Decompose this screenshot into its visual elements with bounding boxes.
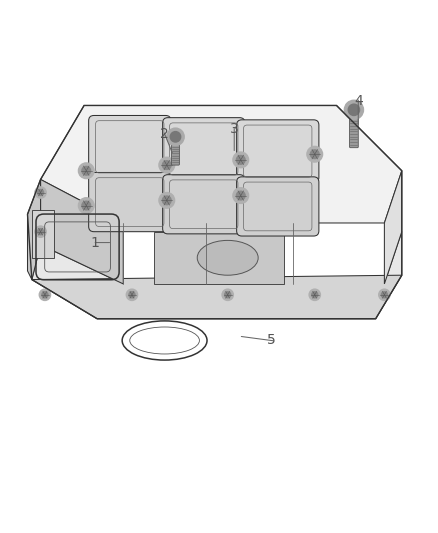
Circle shape (159, 192, 175, 208)
Circle shape (78, 163, 94, 179)
Circle shape (225, 292, 231, 298)
Circle shape (78, 198, 94, 213)
Text: 5: 5 (267, 334, 276, 348)
Polygon shape (32, 232, 402, 319)
Circle shape (237, 156, 245, 164)
Circle shape (233, 188, 249, 204)
Polygon shape (41, 106, 402, 223)
Circle shape (309, 289, 321, 301)
FancyBboxPatch shape (237, 120, 319, 182)
FancyBboxPatch shape (172, 144, 180, 165)
Text: 1: 1 (91, 236, 99, 249)
Polygon shape (32, 210, 53, 258)
Circle shape (38, 189, 44, 196)
Circle shape (379, 289, 390, 301)
Text: 4: 4 (354, 94, 363, 108)
FancyBboxPatch shape (88, 116, 171, 178)
Circle shape (82, 201, 91, 210)
Circle shape (82, 166, 91, 175)
Polygon shape (154, 232, 284, 284)
Circle shape (312, 292, 318, 298)
Polygon shape (32, 275, 402, 319)
Circle shape (126, 289, 138, 301)
Circle shape (38, 229, 44, 235)
Circle shape (162, 161, 171, 169)
Polygon shape (28, 180, 41, 279)
Circle shape (170, 132, 181, 142)
FancyBboxPatch shape (162, 118, 245, 180)
Circle shape (348, 104, 360, 116)
FancyBboxPatch shape (237, 177, 319, 236)
FancyBboxPatch shape (162, 175, 245, 234)
Text: 2: 2 (160, 127, 169, 141)
Text: 3: 3 (230, 123, 239, 136)
Circle shape (39, 289, 50, 301)
Circle shape (344, 100, 364, 119)
Polygon shape (385, 171, 402, 284)
Polygon shape (41, 180, 123, 284)
FancyBboxPatch shape (350, 118, 358, 148)
Circle shape (381, 292, 388, 298)
Circle shape (237, 191, 245, 200)
Circle shape (162, 196, 171, 205)
Circle shape (167, 128, 184, 146)
Circle shape (311, 150, 319, 158)
Ellipse shape (197, 240, 258, 275)
Circle shape (159, 157, 175, 173)
Circle shape (35, 226, 46, 237)
Circle shape (42, 292, 48, 298)
FancyBboxPatch shape (88, 173, 171, 232)
Circle shape (307, 147, 322, 162)
Circle shape (233, 152, 249, 168)
Circle shape (129, 292, 135, 298)
Circle shape (222, 289, 233, 301)
Circle shape (35, 187, 46, 198)
